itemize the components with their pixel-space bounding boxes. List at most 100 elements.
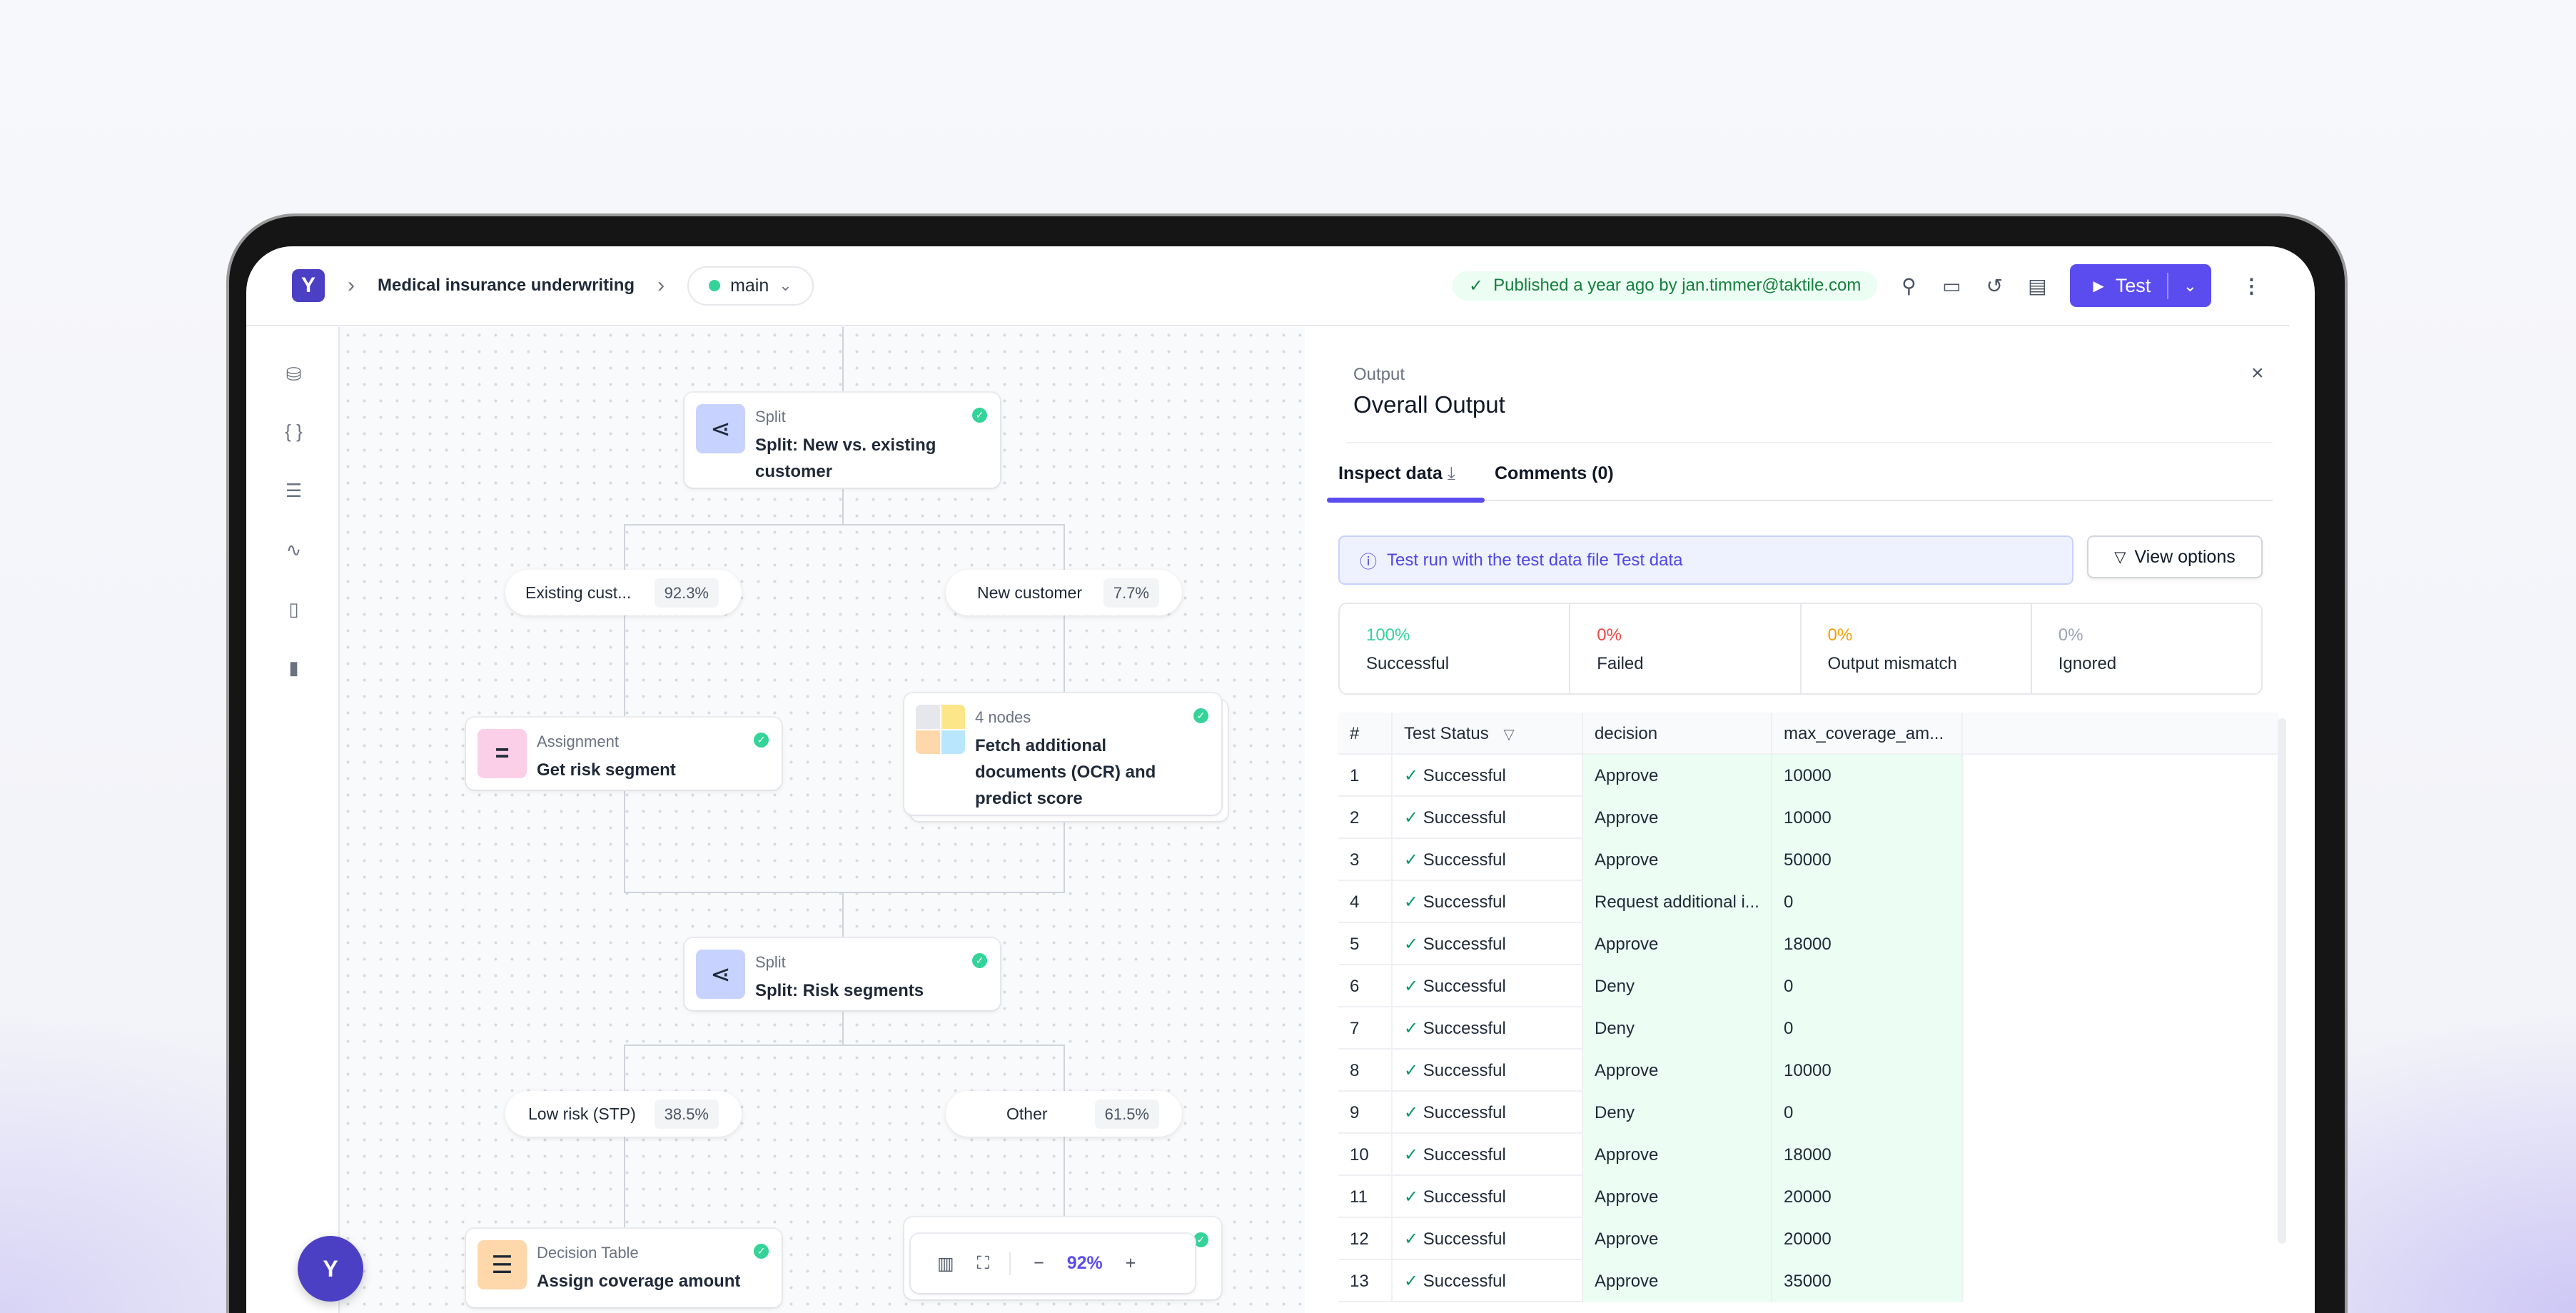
table-row[interactable]: 7 ✓ Successful Deny 0: [1338, 1007, 1963, 1050]
table-cell: 5: [1338, 923, 1393, 965]
published-text: Published a year ago by jan.timmer@takti…: [1493, 276, 1862, 295]
success-check-icon: ✓: [754, 733, 769, 748]
history-icon[interactable]: ↺: [1986, 274, 2004, 297]
tab-comments[interactable]: Comments (0): [1495, 463, 1614, 483]
column-header[interactable]: #: [1338, 713, 1393, 755]
chart-icon[interactable]: ▮: [288, 657, 299, 678]
branch-name: main: [730, 275, 769, 296]
branch-other[interactable]: Other 61.5%: [946, 1091, 1182, 1137]
table-row[interactable]: 9 ✓ Successful Deny 0: [1338, 1092, 1963, 1134]
scrollbar[interactable]: [2278, 718, 2286, 1244]
table-cell: ✓ Successful: [1393, 1260, 1583, 1302]
book-icon[interactable]: ▯: [288, 598, 299, 620]
zoom-in-button[interactable]: +: [1125, 1253, 1136, 1273]
table-row[interactable]: 3 ✓ Successful Approve 50000: [1338, 839, 1963, 881]
node-group-fetch-documents[interactable]: 4 nodes Fetch additional documents (OCR)…: [904, 693, 1221, 815]
edge: [1064, 815, 1065, 892]
table-row[interactable]: 2 ✓ Successful Approve 10000: [1338, 797, 1963, 839]
edge: [624, 524, 1065, 525]
check-icon: ✓: [1404, 892, 1419, 912]
stat-label: Successful: [1366, 654, 1450, 673]
table-row[interactable]: 5 ✓ Successful Approve 18000: [1338, 923, 1963, 965]
edge: [624, 1045, 1065, 1046]
table-cell: 18000: [1772, 923, 1963, 965]
table-cell: Deny: [1583, 1007, 1772, 1050]
branch-selector[interactable]: main ⌄: [687, 266, 814, 306]
chevron-right-icon: ›: [657, 273, 665, 297]
table-cell: ✓ Successful: [1393, 839, 1583, 881]
branch-percentage: 92.3%: [654, 578, 719, 608]
table-cell: ✓ Successful: [1393, 797, 1583, 839]
equals-icon: =: [478, 729, 527, 778]
column-header[interactable]: decision: [1583, 713, 1772, 755]
view-options-button[interactable]: ▽ View options: [2087, 535, 2263, 578]
table-row[interactable]: 4 ✓ Successful Request additional i... 0: [1338, 881, 1963, 923]
table-cell: 12: [1338, 1218, 1393, 1260]
node-split-risk-segments[interactable]: ⋖ Split Split: Risk segments ✓: [685, 938, 1000, 1010]
braces-icon[interactable]: { }: [285, 421, 303, 442]
branch-existing-customer[interactable]: Existing cust... 92.3%: [505, 570, 742, 615]
table-row[interactable]: 1 ✓ Successful Approve 10000: [1338, 755, 1963, 797]
close-icon[interactable]: ×: [2251, 361, 2264, 385]
check-icon: ✓: [1404, 935, 1419, 954]
test-button[interactable]: ▶ Test ⌄: [2070, 264, 2212, 307]
minimap-icon[interactable]: ▥: [937, 1253, 954, 1274]
success-check-icon: ✓: [1193, 708, 1208, 723]
table-row[interactable]: 13 ✓ Successful Approve 35000: [1338, 1260, 1963, 1302]
stat-value: 0%: [2058, 625, 2083, 645]
assistant-fab-button[interactable]: Y: [298, 1236, 363, 1302]
table-cell: 10000: [1772, 797, 1963, 839]
table-cell: 11: [1338, 1176, 1393, 1218]
flow-canvas[interactable]: ⋖ Split Split: New vs. existing customer…: [340, 327, 1305, 1313]
node-split-new-existing[interactable]: ⋖ Split Split: New vs. existing customer…: [685, 393, 1000, 488]
stat-value: 0%: [1827, 625, 1853, 645]
column-header[interactable]: max_coverage_am...: [1772, 713, 1963, 755]
table-row[interactable]: 11 ✓ Successful Approve 20000: [1338, 1176, 1963, 1218]
notes-icon[interactable]: ▤: [2028, 274, 2047, 297]
search-icon[interactable]: ⚲: [1901, 274, 1916, 297]
zoom-out-button[interactable]: −: [1034, 1253, 1044, 1273]
table-row[interactable]: 12 ✓ Successful Approve 20000: [1338, 1218, 1963, 1260]
node-name: Get risk segment: [537, 760, 676, 780]
filter-icon[interactable]: ▽: [1503, 727, 1515, 743]
edge: [624, 790, 625, 892]
node-type: Split: [755, 408, 786, 426]
fullscreen-icon[interactable]: ⛶: [976, 1253, 990, 1273]
node-decision-table[interactable]: ☰ Decision Table Assign coverage amount …: [466, 1229, 782, 1307]
branch-low-risk[interactable]: Low risk (STP) 38.5%: [505, 1091, 742, 1137]
pulse-icon[interactable]: ∿: [286, 539, 302, 560]
check-icon: ✓: [1469, 276, 1484, 296]
stat-label: Failed: [1597, 654, 1644, 673]
table-cell: 1: [1338, 755, 1393, 797]
download-icon[interactable]: ⤓: [1447, 463, 1455, 483]
stat-output-mismatch: 0% Output mismatch: [1802, 604, 2032, 693]
check-icon: ✓: [1404, 850, 1419, 870]
logo[interactable]: Y: [292, 269, 325, 302]
table-cell: 20000: [1772, 1218, 1963, 1260]
header-right: ✓ Published a year ago by jan.timmer@takt…: [1453, 246, 2263, 325]
tab-inspect-data[interactable]: Inspect data ⤓: [1338, 463, 1455, 483]
breadcrumb-title[interactable]: Medical insurance underwriting: [378, 276, 635, 295]
table-cell: 10000: [1772, 755, 1963, 797]
database-icon[interactable]: ⛁: [286, 363, 302, 385]
column-header[interactable]: Test Status ▽: [1393, 713, 1583, 755]
table-cell: ✓ Successful: [1393, 881, 1583, 923]
success-check-icon: ✓: [972, 953, 987, 968]
table-cell: 0: [1772, 965, 1963, 1007]
table-cell: 50000: [1772, 839, 1963, 881]
success-check-icon: ✓: [1193, 1232, 1208, 1247]
table-cell: Request additional i...: [1583, 881, 1772, 923]
table-cell: 4: [1338, 881, 1393, 923]
comment-icon[interactable]: ▭: [1942, 274, 1961, 297]
chevron-down-icon[interactable]: ⌄: [2183, 276, 2198, 295]
node-assignment[interactable]: = Assignment Get risk segment ✓: [466, 718, 782, 790]
branch-label: Existing cust...: [525, 583, 632, 602]
table-row[interactable]: 10 ✓ Successful Approve 18000: [1338, 1134, 1963, 1176]
more-icon[interactable]: ⋮: [2241, 274, 2262, 297]
branch-new-customer[interactable]: New customer 7.7%: [946, 570, 1182, 615]
branch-label: New customer: [977, 583, 1082, 602]
app-window: Y › Medical insurance underwriting › mai…: [246, 246, 2315, 1313]
table-row[interactable]: 6 ✓ Successful Deny 0: [1338, 965, 1963, 1007]
sliders-icon[interactable]: ☰: [285, 480, 303, 501]
table-row[interactable]: 8 ✓ Successful Approve 10000: [1338, 1050, 1963, 1092]
